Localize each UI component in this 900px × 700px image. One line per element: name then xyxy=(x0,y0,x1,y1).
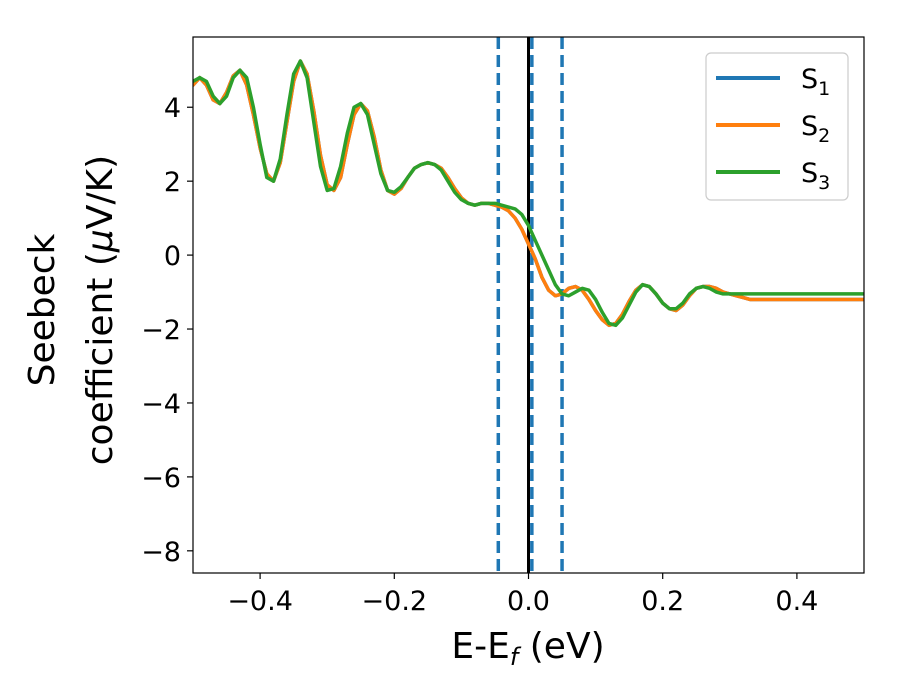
y-tick-label: −6 xyxy=(141,463,181,494)
x-tick-label: −0.2 xyxy=(362,586,428,617)
x-tick-label: 0.0 xyxy=(507,586,550,617)
series-lines xyxy=(193,59,864,328)
y-tick-label: 4 xyxy=(164,93,181,124)
legend-entry-s3: S3 xyxy=(716,158,830,194)
x-tick-label: 0.4 xyxy=(775,586,818,617)
x-axis-label: E-Ef (eV) xyxy=(451,626,604,671)
legend-label-s2: S2 xyxy=(801,111,830,147)
y-axis-label: Seebeck coefficient (μV/K) xyxy=(22,155,121,465)
x-tick-label: −0.4 xyxy=(227,586,293,617)
y-axis-label-line1: Seebeck xyxy=(22,233,63,386)
y-axis-label-line2: coefficient (μV/K) xyxy=(80,155,121,465)
y-tick-label: −2 xyxy=(141,315,181,346)
y-axis-ticks: −8 −6 −4 −2 0 2 4 xyxy=(141,93,193,568)
y-tick-label: 2 xyxy=(164,167,181,198)
y-tick-label: −4 xyxy=(141,389,181,420)
legend-label-s1: S1 xyxy=(801,64,830,100)
legend-entry-s2: S2 xyxy=(716,111,830,147)
series-line-s3 xyxy=(193,59,864,328)
x-axis-ticks: −0.4 −0.2 0.0 0.2 0.4 xyxy=(227,573,818,617)
legend-entry-s1: S1 xyxy=(716,64,830,100)
reference-lines xyxy=(496,37,564,573)
y-tick-label: 0 xyxy=(164,241,181,272)
y-tick-label: −8 xyxy=(141,537,181,568)
legend-label-s3: S3 xyxy=(801,158,830,194)
x-tick-label: 0.2 xyxy=(641,586,684,617)
legend: S1 S2 S3 xyxy=(705,52,849,201)
